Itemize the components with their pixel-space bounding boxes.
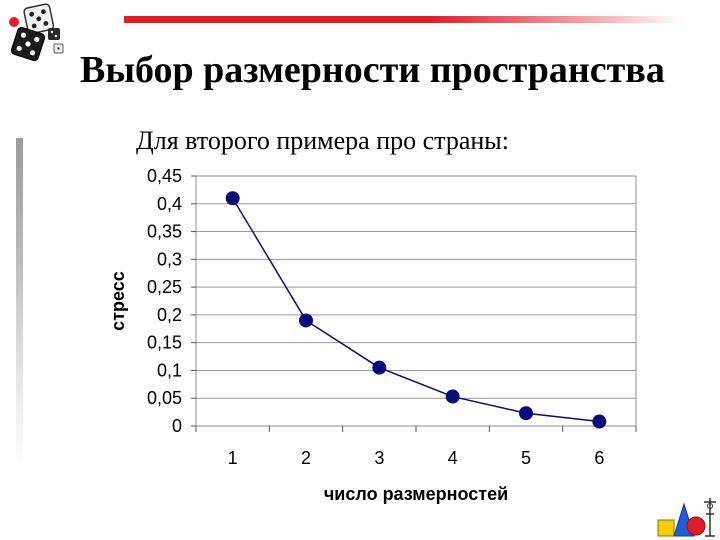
data-point — [445, 389, 460, 404]
x-axis-title: число размерностей — [324, 484, 508, 504]
x-tick-label: 2 — [301, 448, 311, 468]
data-point — [519, 406, 533, 421]
data-point — [592, 414, 607, 429]
y-tick-label: 0,35 — [147, 222, 182, 242]
y-tick-label: 0,4 — [157, 194, 182, 214]
x-tick-label: 5 — [521, 448, 531, 468]
x-tick-label: 1 — [228, 448, 238, 468]
data-point — [225, 191, 240, 206]
slide-subtitle: Для второго примера про страны: — [136, 126, 509, 155]
y-tick-label: 0,3 — [157, 249, 182, 269]
y-axis-title: стресс — [108, 271, 128, 331]
side-accent-bar — [16, 138, 23, 468]
y-tick-label: 0,25 — [147, 277, 182, 297]
data-point — [299, 313, 313, 328]
y-tick-label: 0,1 — [157, 360, 182, 380]
series-line — [232, 197, 600, 423]
x-tick-label: 6 — [594, 448, 604, 468]
data-point — [372, 360, 387, 375]
title-accent-bar — [124, 16, 684, 23]
y-tick-label: 0,45 — [147, 166, 182, 186]
plot-area — [195, 175, 637, 427]
x-tick-label: 3 — [374, 448, 384, 468]
slide-title: Выбор размерности пространства — [80, 49, 665, 91]
y-tick-label: 0,05 — [147, 388, 182, 408]
x-tick-label: 4 — [448, 448, 458, 468]
y-tick-label: 0,2 — [157, 305, 182, 325]
y-tick-label: 0,15 — [147, 333, 182, 353]
dice-icon — [9, 3, 64, 62]
geometric-shapes-icon — [657, 498, 716, 537]
y-tick-label: 0 — [172, 416, 182, 436]
